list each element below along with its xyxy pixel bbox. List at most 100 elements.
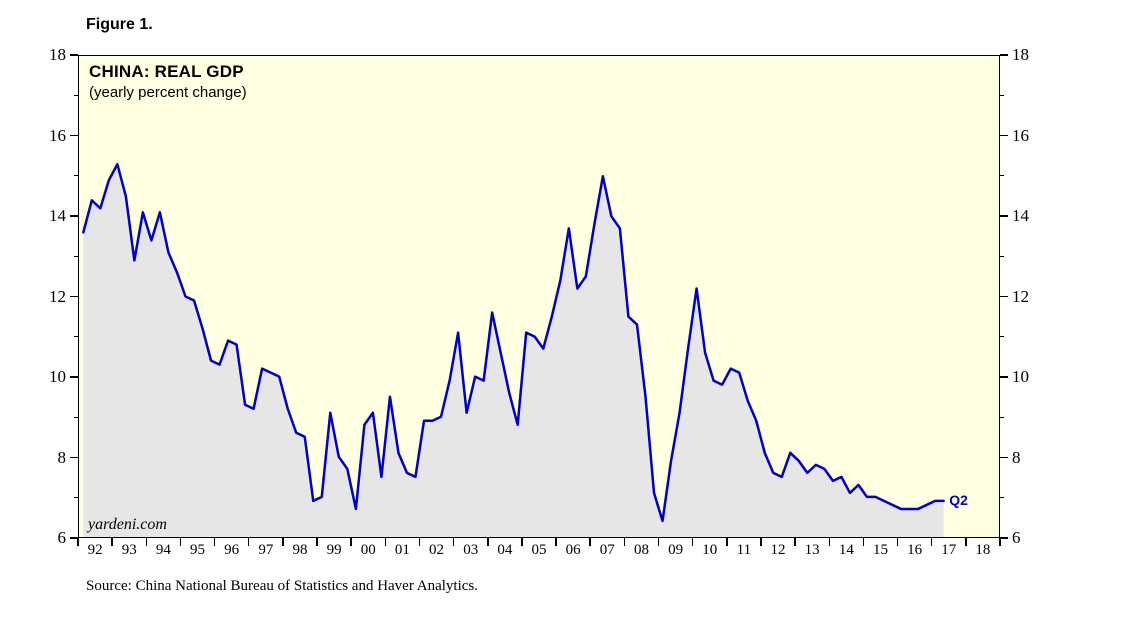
- x-axis-label: 05: [531, 542, 547, 558]
- y-axis-major-tick-left: [70, 537, 78, 539]
- x-axis-tick: [452, 538, 455, 546]
- x-axis-tick: [418, 538, 421, 546]
- x-axis-tick: [965, 538, 967, 546]
- x-axis-tick: [384, 538, 387, 546]
- x-axis-label: 00: [360, 542, 376, 558]
- y-axis-minor-tick-left: [74, 336, 78, 338]
- x-axis-label: 14: [838, 542, 854, 558]
- y-axis-major-tick-right: [1000, 295, 1008, 298]
- y-axis-label-left: 10: [49, 367, 66, 386]
- x-axis-label: 99: [326, 542, 342, 558]
- y-axis-minor-tick-left: [74, 416, 78, 418]
- figure-label: Figure 1.: [86, 16, 153, 33]
- x-axis-tick: [896, 538, 899, 546]
- y-axis-minor-tick-right: [1000, 336, 1004, 338]
- source-note: Source: China National Bureau of Statist…: [86, 578, 478, 594]
- y-axis-label-left: 14: [49, 206, 66, 225]
- y-axis-major-tick-right: [1000, 376, 1008, 378]
- x-axis-label: 07: [599, 542, 615, 558]
- y-axis-minor-tick-right: [1000, 175, 1004, 177]
- y-axis-major-tick-left: [70, 134, 78, 137]
- x-axis-tick: [760, 538, 762, 546]
- y-axis-major-tick-left: [70, 54, 78, 56]
- y-axis-minor-tick-right: [1000, 94, 1004, 96]
- y-axis-major-tick-right: [1000, 215, 1008, 217]
- y-axis-label-right: 16: [1012, 125, 1029, 145]
- y-axis-minor-tick-right: [1000, 255, 1004, 257]
- x-axis-tick: [828, 538, 830, 546]
- x-axis-tick: [77, 538, 79, 546]
- y-axis-minor-tick-right: [1000, 416, 1004, 418]
- x-axis-label: 02: [429, 542, 445, 558]
- y-axis-minor-tick-left: [74, 497, 78, 499]
- y-axis-label-right: 10: [1012, 367, 1029, 386]
- y-axis-minor-tick-left: [74, 94, 78, 96]
- x-axis-tick: [657, 538, 660, 546]
- x-axis-label: 01: [394, 542, 410, 558]
- x-axis-tick: [521, 538, 523, 546]
- y-axis-major-tick-right: [1000, 456, 1008, 459]
- x-axis-label: 97: [258, 542, 274, 558]
- y-axis-major-tick-left: [70, 215, 78, 217]
- x-axis-label: 13: [804, 542, 820, 558]
- x-axis-tick: [862, 538, 865, 546]
- chart-subtitle: (yearly percent change): [89, 84, 247, 101]
- x-axis-tick: [623, 538, 626, 546]
- watermark: yardeni.com: [88, 516, 167, 533]
- y-axis-label-left: 18: [49, 45, 66, 64]
- y-axis-label-right: 8: [1012, 447, 1021, 467]
- y-axis-label-left: 16: [49, 125, 66, 145]
- y-axis-major-tick-right: [1000, 537, 1008, 539]
- x-axis-tick: [111, 538, 113, 546]
- x-axis-label: 15: [872, 542, 888, 558]
- y-axis-label-left: 8: [57, 447, 67, 467]
- x-axis-tick: [726, 538, 728, 546]
- x-axis-tick: [145, 538, 148, 546]
- y-axis-major-tick-right: [1000, 134, 1008, 137]
- x-axis-label: 06: [565, 542, 581, 558]
- y-axis-major-tick-left: [70, 295, 78, 298]
- x-axis-tick: [794, 538, 796, 546]
- x-axis-tick: [179, 538, 182, 546]
- y-axis-label-right: 6: [1012, 528, 1021, 547]
- x-axis-label: 16: [907, 542, 923, 558]
- x-axis-label: 98: [292, 542, 308, 558]
- area-fill: [83, 164, 944, 537]
- y-axis-label-right: 12: [1012, 286, 1029, 306]
- x-axis-tick: [316, 538, 318, 546]
- y-axis-label-right: 18: [1012, 45, 1029, 64]
- x-axis-label: 08: [633, 542, 649, 558]
- y-axis-major-tick-left: [70, 456, 78, 459]
- x-axis-tick: [487, 538, 489, 546]
- x-axis-label: 94: [155, 542, 171, 558]
- y-axis-minor-tick-left: [74, 175, 78, 177]
- x-axis-tick: [350, 538, 352, 546]
- x-axis-label: 11: [736, 542, 752, 558]
- x-axis-label: 92: [87, 542, 103, 558]
- x-axis-tick: [691, 538, 694, 546]
- y-axis-major-tick-left: [70, 376, 78, 378]
- x-axis-label: 18: [975, 542, 991, 558]
- y-axis-label-right: 14: [1012, 206, 1029, 225]
- plot-area: CHINA: REAL GDP (yearly percent change) …: [78, 55, 1000, 538]
- y-axis-label-left: 12: [49, 286, 66, 306]
- chart-title: CHINA: REAL GDP: [89, 62, 244, 81]
- x-axis-tick: [247, 538, 250, 546]
- y-axis-major-tick-right: [1000, 54, 1008, 56]
- y-axis-label-left: 6: [57, 528, 67, 547]
- x-axis-label: 09: [668, 542, 684, 558]
- x-axis-label: 04: [497, 542, 513, 558]
- x-axis-label: 03: [463, 542, 479, 558]
- series-end-label: Q2: [949, 491, 968, 508]
- x-axis-tick: [282, 538, 284, 546]
- y-axis-minor-tick-left: [74, 255, 78, 257]
- x-axis-label: 95: [190, 542, 206, 558]
- series-line: [82, 162, 945, 523]
- x-axis-tick: [213, 538, 216, 546]
- x-axis-label: 10: [702, 542, 718, 558]
- x-axis-label: 12: [770, 542, 786, 558]
- gdp-line-chart: [82, 162, 945, 537]
- x-axis-label: 93: [121, 542, 137, 558]
- x-axis-label: 17: [941, 542, 957, 558]
